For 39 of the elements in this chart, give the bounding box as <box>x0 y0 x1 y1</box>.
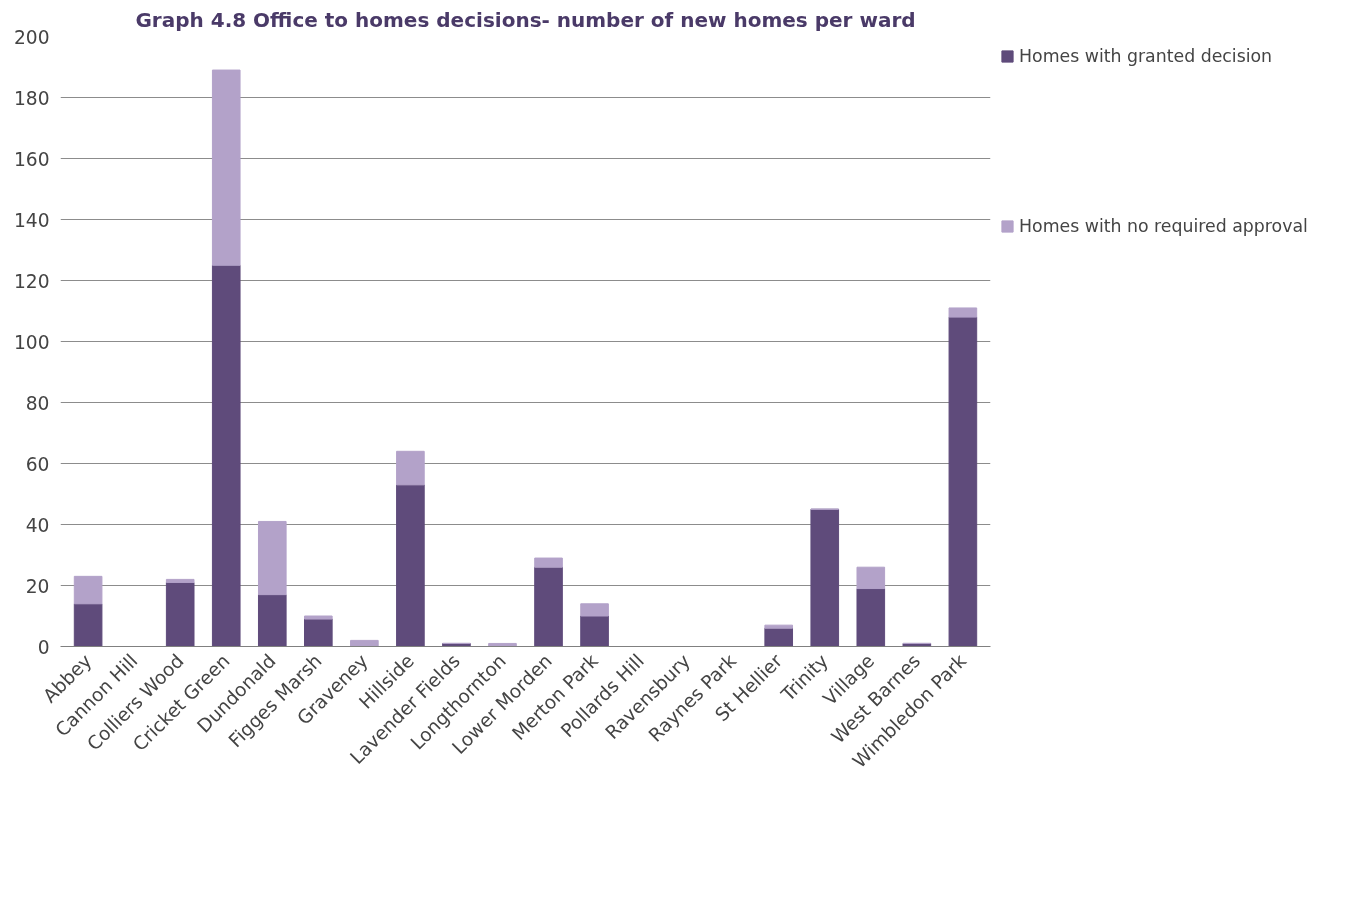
bar <box>257 520 287 596</box>
bar <box>211 69 241 266</box>
chart-title: Graph 4.8 Office to homes decisions- number of new homes per ward <box>135 7 916 32</box>
bar <box>810 508 840 647</box>
bar <box>764 624 794 629</box>
y-tick-label: 160 <box>13 148 50 170</box>
bar <box>948 307 978 318</box>
bar <box>211 264 241 647</box>
bar <box>580 603 609 617</box>
y-tick-label: 40 <box>25 514 50 536</box>
bar <box>488 642 517 647</box>
bar <box>580 615 609 647</box>
bar <box>165 581 195 647</box>
bar <box>764 627 794 647</box>
y-tick-label: 0 <box>37 636 50 658</box>
bar <box>257 594 287 647</box>
bar <box>304 615 333 620</box>
bar <box>534 557 563 568</box>
bar <box>165 578 195 583</box>
y-tick-label: 20 <box>25 575 50 597</box>
bar <box>73 575 103 605</box>
y-tick-label: 120 <box>13 270 50 292</box>
y-tick-label: 60 <box>25 453 50 475</box>
bar <box>304 618 333 647</box>
bar <box>948 316 978 647</box>
y-tick-label: 100 <box>13 331 50 353</box>
bar <box>534 566 563 647</box>
legend-label: Homes with no required approval <box>1019 216 1308 236</box>
bar <box>73 603 103 647</box>
y-tick-label: 200 <box>13 26 50 48</box>
bar <box>350 639 379 647</box>
bar <box>856 566 886 590</box>
y-tick-label: 180 <box>13 87 50 109</box>
y-tick-label: 80 <box>25 392 50 414</box>
bar <box>856 588 886 647</box>
bar <box>396 484 425 647</box>
y-tick-label: 140 <box>13 209 50 231</box>
legend-label: Homes with granted decision <box>1019 46 1273 66</box>
bar <box>396 450 425 486</box>
